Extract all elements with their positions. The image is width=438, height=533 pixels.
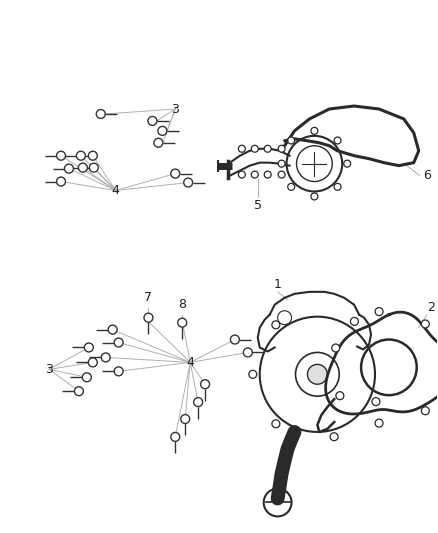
- Circle shape: [108, 325, 117, 334]
- Circle shape: [230, 335, 240, 344]
- Circle shape: [238, 171, 245, 178]
- Circle shape: [114, 338, 123, 347]
- Circle shape: [114, 367, 123, 376]
- Circle shape: [264, 171, 271, 178]
- Circle shape: [96, 109, 105, 118]
- Circle shape: [201, 380, 209, 389]
- Circle shape: [171, 432, 180, 441]
- Circle shape: [375, 419, 383, 427]
- Circle shape: [158, 126, 167, 135]
- Circle shape: [148, 116, 157, 125]
- Circle shape: [264, 146, 271, 152]
- Circle shape: [336, 392, 344, 400]
- Circle shape: [375, 308, 383, 316]
- Circle shape: [311, 193, 318, 200]
- Circle shape: [249, 370, 257, 378]
- Text: 7: 7: [145, 292, 152, 304]
- Circle shape: [88, 358, 97, 367]
- Circle shape: [372, 398, 380, 406]
- Text: 1: 1: [274, 278, 282, 292]
- Circle shape: [332, 344, 339, 352]
- Circle shape: [85, 343, 93, 352]
- Circle shape: [330, 433, 338, 441]
- Circle shape: [421, 320, 429, 328]
- Text: 8: 8: [178, 298, 186, 311]
- Text: 3: 3: [171, 102, 179, 116]
- Circle shape: [64, 164, 74, 173]
- Circle shape: [78, 163, 87, 172]
- Circle shape: [194, 398, 203, 407]
- Circle shape: [251, 171, 258, 178]
- Circle shape: [178, 318, 187, 327]
- Circle shape: [181, 415, 190, 424]
- Circle shape: [334, 183, 341, 190]
- Circle shape: [311, 127, 318, 134]
- Circle shape: [238, 146, 245, 152]
- Circle shape: [88, 151, 97, 160]
- Circle shape: [101, 353, 110, 362]
- Circle shape: [344, 160, 351, 167]
- Circle shape: [288, 137, 295, 144]
- Circle shape: [82, 373, 91, 382]
- Circle shape: [278, 160, 285, 167]
- Circle shape: [184, 178, 193, 187]
- Circle shape: [154, 139, 163, 147]
- Text: 2: 2: [427, 301, 434, 314]
- Circle shape: [272, 420, 280, 428]
- Circle shape: [251, 146, 258, 152]
- Circle shape: [278, 171, 285, 178]
- Circle shape: [278, 146, 285, 152]
- Text: 6: 6: [423, 169, 431, 182]
- Circle shape: [74, 387, 83, 395]
- Circle shape: [307, 365, 327, 384]
- Circle shape: [244, 348, 252, 357]
- Text: 5: 5: [254, 199, 262, 212]
- Circle shape: [421, 407, 429, 415]
- Circle shape: [89, 163, 98, 172]
- Circle shape: [171, 169, 180, 178]
- Text: 4: 4: [112, 184, 120, 197]
- Circle shape: [350, 318, 358, 325]
- Text: 3: 3: [45, 363, 53, 376]
- Circle shape: [272, 321, 280, 329]
- Circle shape: [76, 151, 85, 160]
- Circle shape: [57, 177, 65, 186]
- Circle shape: [334, 137, 341, 144]
- Circle shape: [288, 183, 295, 190]
- Text: 4: 4: [186, 356, 194, 369]
- Circle shape: [144, 313, 153, 322]
- Circle shape: [57, 151, 65, 160]
